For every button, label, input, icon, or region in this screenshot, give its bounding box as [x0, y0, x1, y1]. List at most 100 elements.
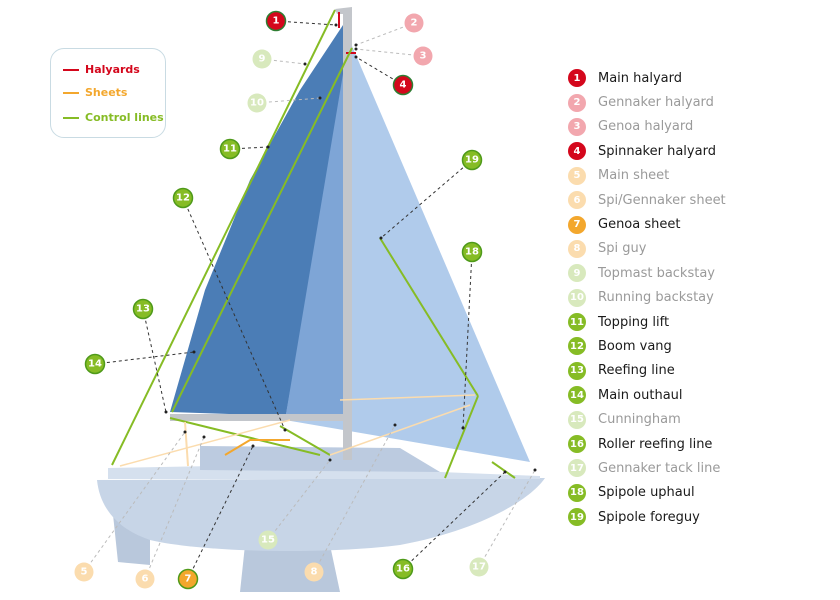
badge-number: 5 [81, 567, 88, 578]
number-badge: 3 [568, 117, 586, 136]
anchor-point [354, 47, 358, 51]
mast-head [335, 7, 352, 14]
anchor-point [393, 423, 397, 427]
key-item-9[interactable]: 9 Topmast backstay [568, 261, 726, 285]
callout-badge-8[interactable]: 8 [304, 562, 324, 582]
mast [343, 8, 352, 460]
callout-badge-1[interactable]: 1 [265, 10, 287, 32]
number-badge: 7 [568, 215, 586, 234]
callout-badge-9[interactable]: 9 [252, 49, 272, 69]
anchor-point [354, 55, 358, 59]
line-type-legend: Halyards Sheets Control lines [50, 48, 166, 138]
anchor-point [283, 428, 287, 432]
callout-badge-13[interactable]: 13 [132, 298, 154, 320]
anchor-point [328, 458, 332, 462]
callout-badge-7[interactable]: 7 [177, 568, 199, 590]
anchor-point [251, 444, 255, 448]
anchor-point [202, 435, 206, 439]
key-item-12[interactable]: 12 Boom vang [568, 334, 726, 358]
key-item-11[interactable]: 11 Topping lift [568, 310, 726, 334]
key-item-13[interactable]: 13 Reefing line [568, 359, 726, 383]
leader-line-12 [182, 197, 286, 431]
callout-badge-19[interactable]: 19 [461, 149, 483, 171]
leader-line-18 [462, 251, 473, 429]
callout-badge-12[interactable]: 12 [172, 187, 194, 209]
key-item-18[interactable]: 18 Spipole uphaul [568, 481, 726, 505]
badge-number: 17 [472, 562, 486, 573]
key-item-10[interactable]: 10 Running backstay [568, 286, 726, 310]
anchor-point [533, 468, 537, 472]
number-badge: 16 [568, 435, 586, 454]
badge-number: 4 [400, 80, 407, 91]
badge-circle [84, 353, 106, 375]
key-item-1[interactable]: 1 Main halyard [568, 66, 726, 90]
callout-badge-5[interactable]: 5 [74, 562, 94, 582]
key-item-7[interactable]: 7 Genoa sheet [568, 212, 726, 236]
hull [97, 478, 545, 552]
number-badge: 17 [568, 459, 586, 478]
callout-badge-16[interactable]: 16 [392, 558, 414, 580]
number-badge: 8 [568, 239, 586, 258]
callout-badge-17[interactable]: 17 [469, 557, 489, 577]
key-label: Reefing line [598, 363, 675, 379]
anchor-point [379, 236, 383, 240]
key-label: Cunningham [598, 412, 681, 428]
callout-badge-15[interactable]: 15 [258, 530, 278, 550]
badge-number: 10 [250, 98, 264, 109]
badge-number: 13 [136, 304, 150, 315]
callout-badge-10[interactable]: 10 [247, 93, 267, 113]
key-label: Spinnaker halyard [598, 143, 716, 159]
key-label: Gennaker tack line [598, 460, 721, 476]
badge-circle [219, 138, 241, 160]
key-item-4[interactable]: 4 Spinnaker halyard [568, 139, 726, 163]
key-item-14[interactable]: 14 Main outhaul [568, 383, 726, 407]
badge-circle [404, 13, 424, 33]
key-label: Spipole foreguy [598, 509, 700, 525]
badge-number: 11 [223, 144, 237, 155]
key-label: Topmast backstay [598, 265, 715, 281]
key-item-5[interactable]: 5 Main sheet [568, 164, 726, 188]
badge-number: 18 [465, 247, 479, 258]
anchor-point [318, 96, 322, 100]
leader-line-15 [267, 459, 331, 541]
key-item-16[interactable]: 16 Roller reefing line [568, 432, 726, 456]
key-label: Spipole uphaul [598, 485, 695, 501]
badge-number: 8 [311, 567, 318, 578]
callout-badge-2[interactable]: 2 [404, 13, 424, 33]
leader-line-10 [256, 97, 321, 104]
leader-line-17 [478, 469, 536, 568]
key-item-3[interactable]: 3 Genoa halyard [568, 115, 726, 139]
badge-circle [252, 49, 272, 69]
leader-line-5 [83, 431, 186, 573]
key-label: Main halyard [598, 70, 683, 86]
legend-sheets: Sheets [63, 86, 127, 99]
callout-badge-6[interactable]: 6 [135, 569, 155, 589]
number-badge: 1 [568, 69, 586, 88]
number-badge: 5 [568, 166, 586, 185]
key-item-15[interactable]: 15 Cunningham [568, 407, 726, 431]
key-item-17[interactable]: 17 Gennaker tack line [568, 456, 726, 480]
key-label: Spi guy [598, 241, 647, 257]
badge-circle [413, 46, 433, 66]
leader-line-2 [355, 22, 415, 46]
key-label: Main outhaul [598, 387, 683, 403]
legend-swatch [63, 91, 79, 94]
callout-badge-4[interactable]: 4 [392, 74, 414, 96]
callout-badge-11[interactable]: 11 [219, 138, 241, 160]
callout-badge-18[interactable]: 18 [461, 241, 483, 263]
key-item-8[interactable]: 8 Spi guy [568, 237, 726, 261]
number-badge: 18 [568, 483, 586, 502]
key-item-2[interactable]: 2 Gennaker halyard [568, 90, 726, 114]
leader-line-3 [355, 48, 424, 57]
badge-number: 3 [420, 51, 427, 62]
badge-number: 2 [411, 18, 418, 29]
callout-badge-3[interactable]: 3 [413, 46, 433, 66]
key-item-19[interactable]: 19 Spipole foreguy [568, 505, 726, 529]
key-item-6[interactable]: 6 Spi/Gennaker sheet [568, 188, 726, 212]
number-badge: 11 [568, 313, 586, 332]
legend-control-lines: Control lines [63, 111, 164, 124]
keel [240, 545, 340, 592]
number-badge: 10 [568, 288, 586, 307]
key-label: Roller reefing line [598, 436, 713, 452]
callout-badge-14[interactable]: 14 [84, 353, 106, 375]
